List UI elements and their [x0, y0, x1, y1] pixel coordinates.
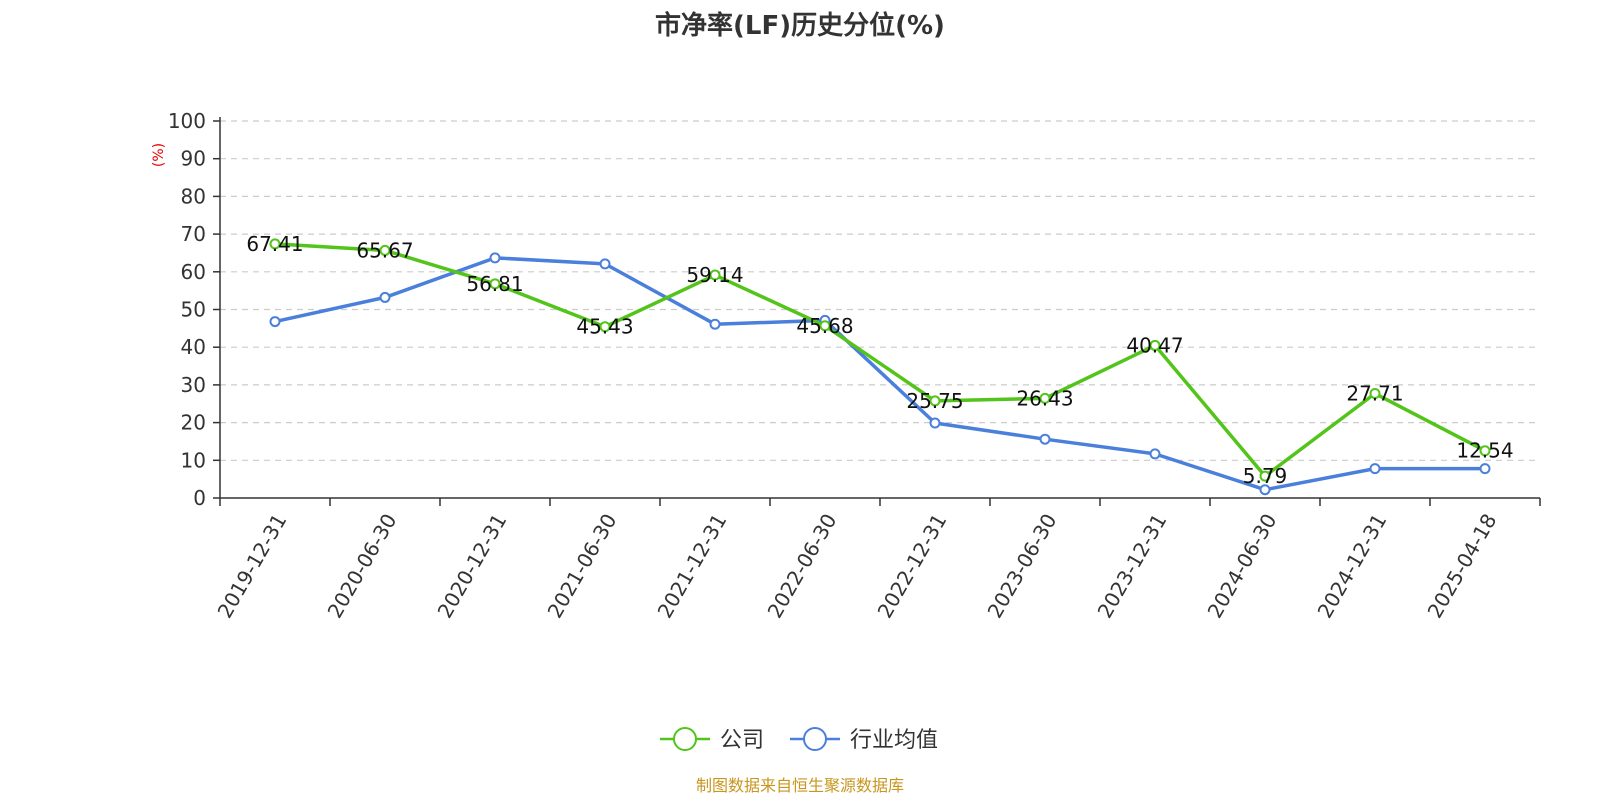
data-label: 5.79	[1243, 464, 1288, 488]
data-point-0-9	[1259, 470, 1271, 482]
legend-item-1[interactable]: 行业均值	[790, 727, 938, 753]
data-point-1-10	[1369, 463, 1381, 475]
data-point-1-11	[1479, 463, 1491, 475]
series-line-0	[274, 242, 1486, 478]
x-tick-label: 2023-12-31	[1093, 510, 1172, 623]
data-point-1-7	[1039, 433, 1051, 445]
y-tick-label-30: 30	[181, 373, 206, 397]
data-point-1-2	[489, 252, 501, 264]
legend-item-0[interactable]: 公司	[660, 727, 764, 753]
y-tick-label-0: 0	[193, 486, 206, 510]
data-point-0-4	[709, 269, 721, 281]
legend-label: 行业均值	[850, 728, 938, 753]
data-point-1-1	[379, 291, 391, 303]
y-tick-label-80: 80	[181, 184, 206, 208]
data-label: 45.43	[576, 315, 633, 339]
x-tick-label: 2020-06-30	[323, 510, 402, 623]
x-tick-label: 2024-12-31	[1313, 510, 1392, 623]
data-point-1-9	[1259, 484, 1271, 496]
data-point-1-0	[269, 316, 281, 328]
grid	[220, 120, 1540, 461]
data-point-0-3	[599, 321, 611, 333]
data-point-0-8	[1149, 339, 1161, 351]
series-layer	[269, 238, 1491, 496]
data-point-0-7	[1039, 392, 1051, 404]
data-point-0-5	[819, 320, 831, 332]
data-label: 25.75	[906, 389, 963, 413]
data-label: 59.14	[686, 263, 743, 287]
x-tick-label: 2022-06-30	[763, 510, 842, 623]
data-label: 27.71	[1346, 382, 1403, 406]
y-tick-label-10: 10	[181, 448, 206, 472]
x-tick-label: 2021-06-30	[543, 510, 622, 623]
x-tick-label: 2025-04-18	[1423, 510, 1502, 623]
y-tick-label-70: 70	[181, 222, 206, 246]
data-point-1-6	[929, 417, 941, 429]
chart-title: 市净率(LF)历史分位(%)	[655, 10, 945, 41]
legend-label: 公司	[720, 728, 764, 753]
y-tick-labels: 0 10 20 30 40 50 60 70 80 90 100	[168, 109, 206, 510]
data-point-1-3	[599, 258, 611, 270]
x-tick-label: 2024-06-30	[1203, 510, 1282, 623]
legend-marker-icon	[673, 727, 697, 751]
x-tick-label: 2020-12-31	[433, 510, 512, 623]
data-point-0-11	[1479, 445, 1491, 457]
x-tick-label: 2019-12-31	[213, 510, 292, 623]
data-point-0-1	[379, 244, 391, 256]
data-point-0-10	[1369, 388, 1381, 400]
x-tick-label: 2021-12-31	[653, 510, 732, 623]
data-point-1-8	[1149, 448, 1161, 460]
data-label: 56.81	[466, 272, 523, 296]
data-point-0-0	[269, 238, 281, 250]
x-tick-labels: 2019-12-31 2020-06-30 2020-12-31 2021-06-30…	[213, 510, 1502, 623]
data-label: 12.54	[1456, 439, 1513, 463]
y-tick-label-40: 40	[181, 335, 206, 359]
source-note: 制图数据来自恒生聚源数据库	[696, 776, 904, 795]
legend-marker-icon	[803, 727, 827, 751]
y-axis-label: (%)	[151, 143, 167, 167]
data-label: 67.41	[246, 232, 303, 256]
y-tick-label-50: 50	[181, 298, 206, 322]
data-label: 40.47	[1126, 333, 1183, 357]
y-tick-label-100: 100	[168, 109, 206, 133]
x-tick-label: 2023-06-30	[983, 510, 1062, 623]
axes	[213, 117, 1541, 506]
data-label: 26.43	[1016, 386, 1073, 410]
legend[interactable]: 公司 行业均值	[660, 727, 938, 753]
data-point-1-4	[709, 318, 721, 330]
y-tick-label-60: 60	[181, 260, 206, 284]
series-line-1	[274, 256, 1485, 492]
data-labels: 67.41 65.67 56.81 45.43 59.14 45.68 25.75 26.43…	[246, 232, 1513, 488]
y-tick-label-90: 90	[181, 147, 206, 171]
data-point-0-6	[929, 395, 941, 407]
data-point-0-2	[489, 278, 501, 290]
x-tick-label: 2022-12-31	[873, 510, 952, 623]
data-label: 65.67	[356, 238, 413, 262]
y-tick-label-20: 20	[181, 411, 206, 435]
data-label: 45.68	[796, 314, 853, 338]
